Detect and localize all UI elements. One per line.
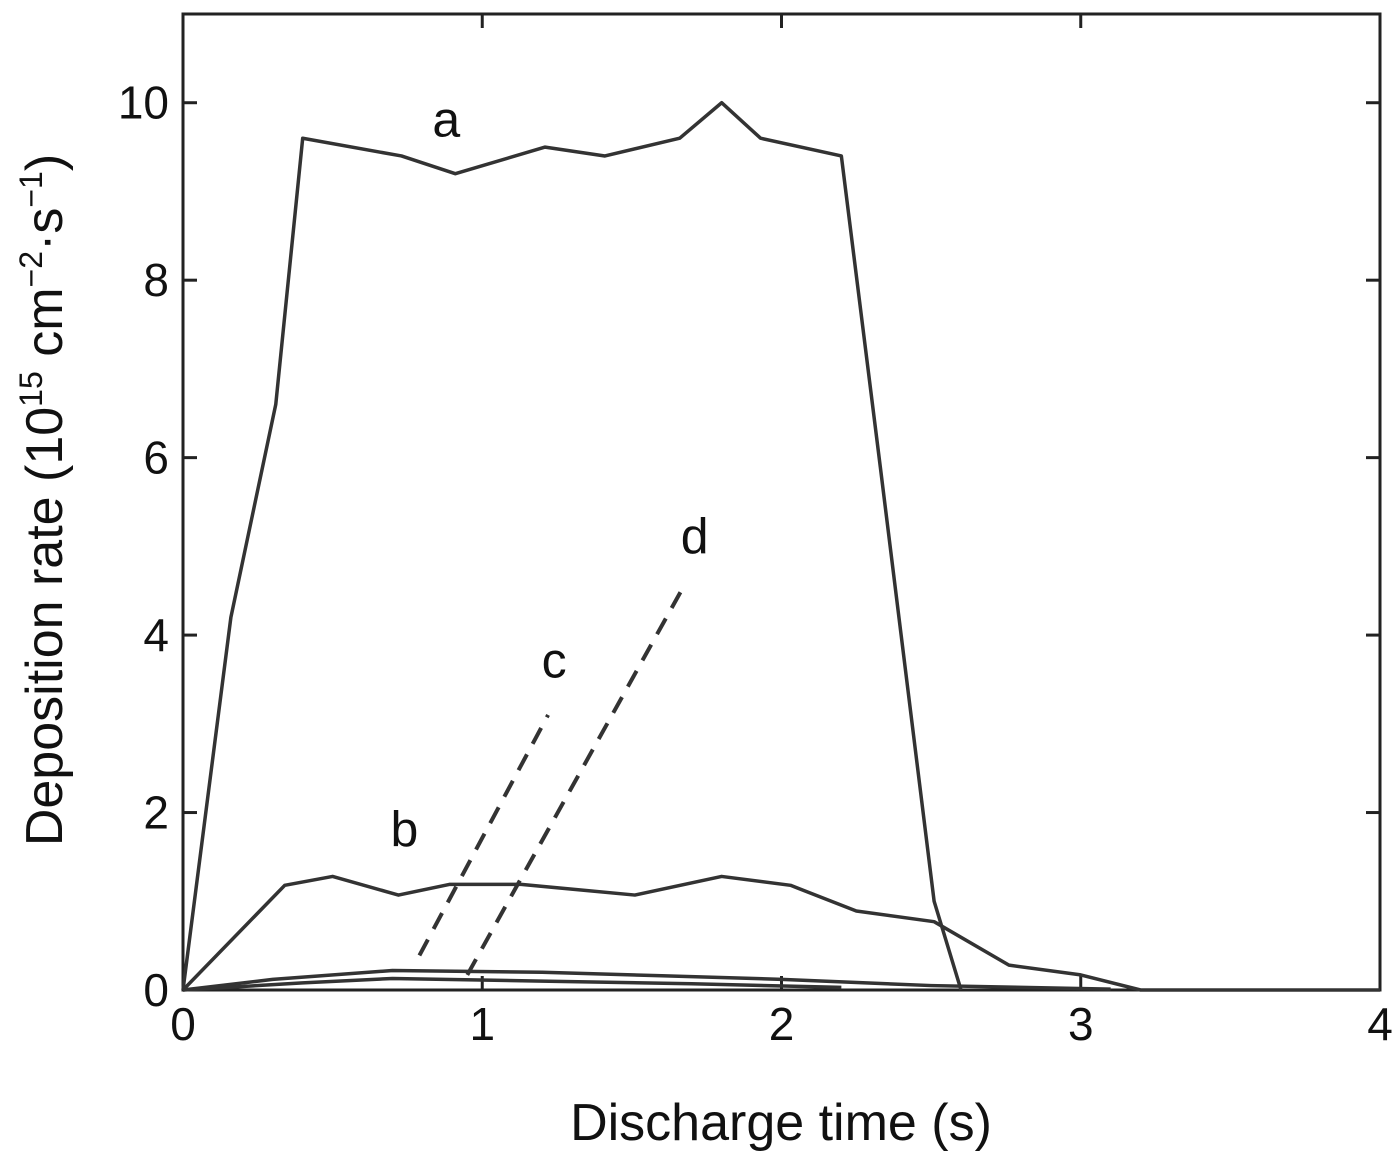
series-line-b — [181, 874, 1380, 992]
x-tick-label: 0 — [170, 998, 196, 1050]
series-line-baseline-4 — [182, 968, 1111, 992]
series-line-c — [417, 714, 550, 957]
x-axis-label: Discharge time (s) — [570, 1094, 992, 1152]
series-label-d: d — [681, 508, 709, 564]
y-axis-label: Deposition rate (1015 cm−2·s−1) — [13, 154, 74, 846]
series-line-d — [465, 587, 685, 976]
series-label-b: b — [391, 801, 419, 857]
plot-frame — [181, 12, 1382, 992]
x-tick-label: 4 — [1367, 998, 1393, 1050]
y-tick-label: 2 — [143, 787, 169, 839]
x-tick-label: 3 — [1068, 998, 1094, 1050]
x-tick-label: 1 — [469, 998, 495, 1050]
series-line-a — [181, 100, 963, 991]
y-tick-label: 0 — [143, 964, 169, 1016]
y-tick-label: 4 — [143, 609, 169, 661]
series-label-a: a — [432, 91, 460, 147]
y-tick-label: 10 — [118, 77, 169, 129]
x-tick-label: 2 — [769, 998, 795, 1050]
series-line-baseline-5 — [182, 976, 842, 992]
y-tick-label: 8 — [143, 254, 169, 306]
y-tick-label: 6 — [143, 432, 169, 484]
series-label-c: c — [542, 633, 567, 689]
